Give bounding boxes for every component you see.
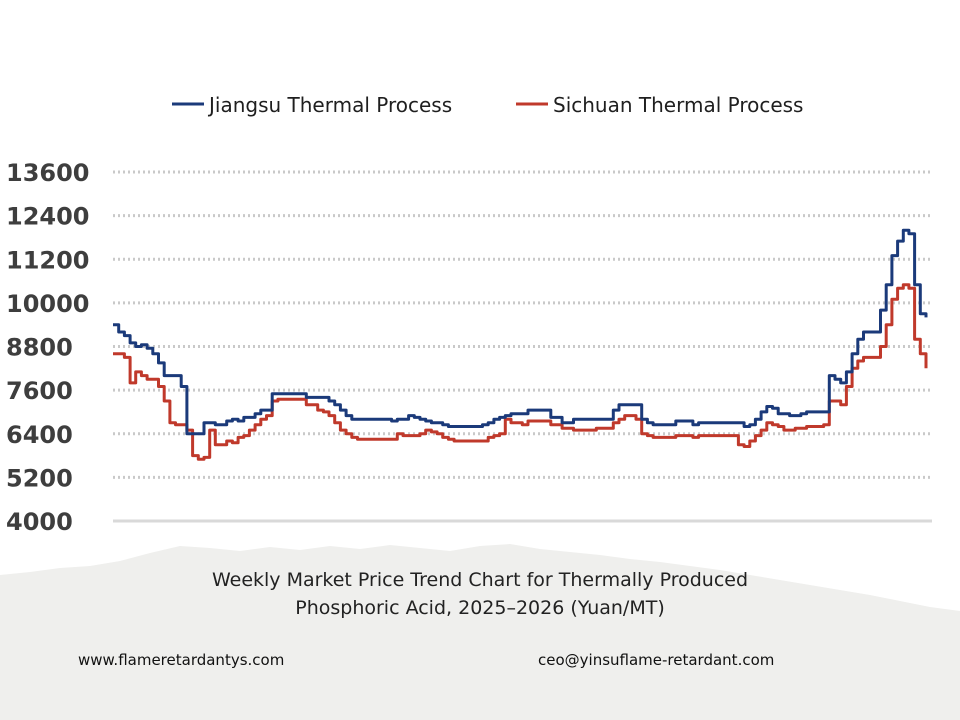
email-address[interactable]: ceo@yinsuflame-retardant.com — [538, 651, 775, 669]
y-tick-label: 6400 — [6, 421, 73, 449]
chart-title: Weekly Market Price Trend Chart for Ther… — [0, 566, 960, 622]
series-line-jiangsu — [113, 228, 928, 436]
legend-label-sichuan: Sichuan Thermal Process — [553, 93, 803, 117]
y-tick-label: 12400 — [6, 203, 90, 231]
y-tick-label: 8800 — [6, 334, 73, 362]
grid-lines — [113, 170, 932, 523]
y-tick-label: 4000 — [6, 508, 73, 536]
legend: Jiangsu Thermal Process Sichuan Thermal … — [172, 93, 803, 117]
y-tick-label: 5200 — [6, 464, 73, 492]
series-lines — [113, 228, 928, 461]
legend-label-jiangsu: Jiangsu Thermal Process — [207, 93, 452, 117]
website-link[interactable]: www.flameretardantys.com — [78, 651, 285, 669]
y-tick-label: 11200 — [6, 246, 90, 274]
chart-title-line-2: Phosphoric Acid, 2025–2026 (Yuan/MT) — [295, 597, 665, 619]
y-axis-ticks: 13600 12400 11200 10000 8800 7600 6400 5200 4000 — [6, 159, 90, 536]
series-line-sichuan — [113, 283, 928, 461]
torn-paper-background — [0, 544, 960, 720]
y-tick-label: 13600 — [6, 159, 90, 187]
y-tick-label: 7600 — [6, 377, 73, 405]
chart-title-line-1: Weekly Market Price Trend Chart for Ther… — [211, 569, 749, 591]
y-tick-label: 10000 — [6, 290, 90, 318]
